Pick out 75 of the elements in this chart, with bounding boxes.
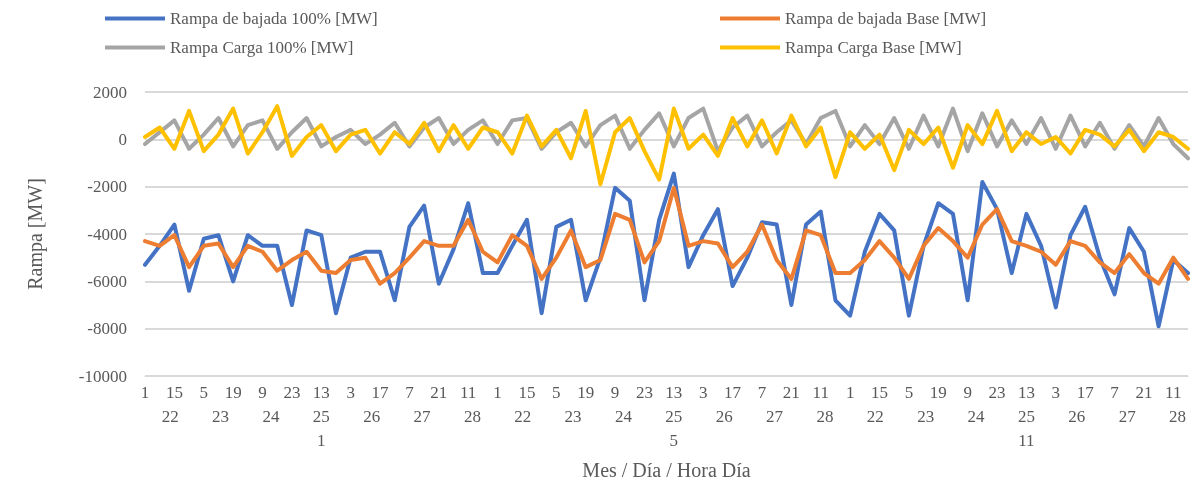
x-tick-label: 3 — [1051, 383, 1061, 402]
text: 24 — [262, 406, 280, 426]
x-tick-label: 7 — [757, 383, 767, 402]
x-tick-label: 3 — [346, 383, 355, 402]
y-tick-label: 0 — [118, 129, 127, 149]
x-tick-label: 11 — [460, 383, 477, 402]
y-tick-label: -4000 — [87, 224, 127, 244]
x-tick-label: 13 — [665, 383, 683, 402]
x-tick-label: 21 — [1135, 383, 1153, 402]
text: 24 — [967, 406, 986, 426]
x-tick-label: 19 — [929, 383, 947, 402]
x-tick-label: 7 — [1110, 383, 1120, 402]
legend-label: Rampa de bajada Base [MW] — [785, 9, 987, 28]
x-tick-label: 11 — [812, 383, 829, 402]
text: 25 — [665, 406, 683, 426]
x-tick-label: 17 — [724, 383, 742, 402]
text: 1 — [317, 430, 326, 450]
line-series — [143, 104, 1190, 187]
text: 26 — [363, 406, 381, 426]
x-tick-label: 19 — [224, 383, 242, 402]
x-tick-label: 15 — [165, 383, 183, 402]
text: 28 — [1169, 406, 1187, 426]
text: 5 — [669, 430, 679, 450]
line-series — [143, 185, 1190, 286]
x-tick-label: 7 — [405, 383, 415, 402]
x-axis-title: Mes / Día / Hora Día — [582, 459, 751, 481]
y-tick-label: -6000 — [87, 271, 127, 291]
x-tick-label: 17 — [1076, 383, 1095, 402]
legend-label: Rampa Carga Base [MW] — [785, 38, 962, 57]
x-tick-label: 11 — [1165, 383, 1182, 402]
x-tick-label: 13 — [1017, 383, 1035, 402]
text: 25 — [1017, 406, 1035, 426]
text: 23 — [917, 406, 935, 426]
text: 23 — [564, 406, 582, 426]
y-tick-label: -10000 — [78, 366, 127, 386]
text: 27 — [766, 406, 784, 426]
x-tick-label: 23 — [283, 383, 301, 402]
text: 23 — [212, 406, 230, 426]
x-tick-label: 1 — [493, 383, 502, 402]
text: 28 — [463, 406, 481, 426]
x-tick-label: 1 — [140, 383, 150, 402]
text: 27 — [1118, 406, 1137, 426]
x-tick-label: 13 — [312, 383, 330, 402]
x-tick-label: 15 — [518, 383, 536, 402]
x-tick-label: 5 — [199, 383, 209, 402]
x-tick-label: 23 — [635, 383, 653, 402]
text: 22 — [514, 406, 532, 426]
legend-label: Rampa de bajada 100% [MW] — [170, 9, 378, 28]
x-tick-label: 21 — [430, 383, 448, 402]
x-tick-label: 5 — [904, 383, 914, 402]
text: 24 — [614, 406, 633, 426]
y-tick-label: -8000 — [87, 319, 127, 339]
text: 22 — [161, 406, 179, 426]
legend-label: Rampa Carga 100% [MW] — [170, 38, 354, 57]
x-tick-label: 1 — [845, 383, 855, 402]
x-tick-label: 9 — [610, 383, 620, 402]
text: 22 — [866, 406, 884, 426]
text: 25 — [312, 406, 330, 426]
x-tick-label: 17 — [371, 383, 390, 402]
text: 28 — [816, 406, 834, 426]
x-tick-label: 9 — [258, 383, 267, 402]
y-tick-label: 2000 — [93, 82, 127, 102]
text: 27 — [413, 406, 432, 426]
x-tick-label: 15 — [871, 383, 889, 402]
x-tick-label: 23 — [988, 383, 1006, 402]
y-tick-label: -2000 — [87, 177, 127, 197]
text: 26 — [715, 406, 733, 426]
x-tick-label: 21 — [782, 383, 800, 402]
text: 26 — [1068, 406, 1086, 426]
x-tick-label: 3 — [698, 383, 708, 402]
x-tick-label: 9 — [963, 383, 972, 402]
x-tick-label: 19 — [577, 383, 595, 402]
x-tick-label: 5 — [552, 383, 561, 402]
text: 11 — [1018, 430, 1035, 450]
y-axis-title: Rampa [MW] — [24, 178, 47, 290]
